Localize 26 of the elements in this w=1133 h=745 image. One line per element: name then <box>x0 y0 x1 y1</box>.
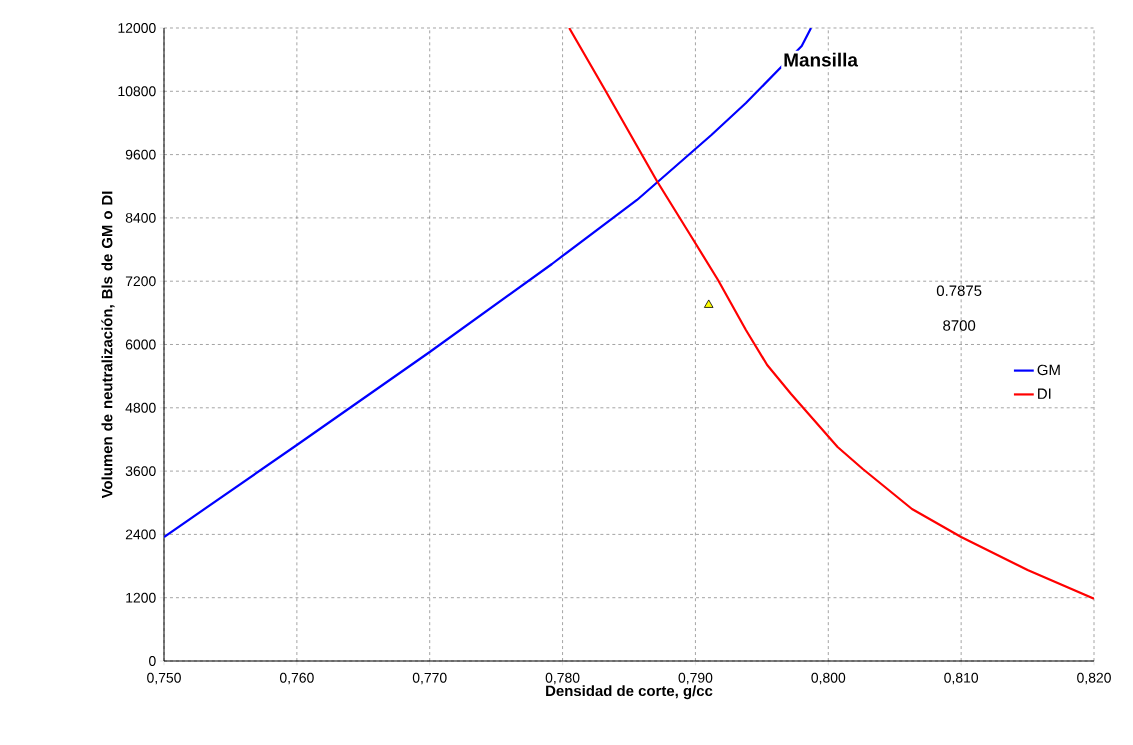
x-tick-label: 0,820 <box>1077 672 1111 685</box>
x-tick-label: 0,760 <box>279 672 314 685</box>
y-tick-label: 12000 <box>118 23 156 33</box>
y-tick-label: 9600 <box>125 149 156 160</box>
x-tick-label: 0,800 <box>811 672 846 685</box>
y-tick-label: 10800 <box>118 86 156 97</box>
x-tick-label: 0,810 <box>944 672 979 685</box>
y-tick-label: 6000 <box>125 339 156 350</box>
y-tick-label: 1200 <box>126 592 156 603</box>
x-tick-label: 0,790 <box>678 672 713 685</box>
x-axis-title: Densidad de corte, g/cc <box>546 685 713 700</box>
x-tick-label: 0,750 <box>147 672 181 685</box>
x-tick-label: 0,770 <box>412 672 447 685</box>
y-tick-label: 8400 <box>125 212 156 223</box>
y-tick-label: 7200 <box>125 276 156 287</box>
y-tick-label: 2400 <box>125 529 156 540</box>
y-axis-title: Volumen de neutralización, Bls de GM o DI <box>101 191 115 499</box>
annotation: 0.7875 <box>936 285 982 296</box>
y-tick-label: 0 <box>149 656 156 666</box>
legend-label: GM <box>1037 364 1060 376</box>
y-tick-label: 3600 <box>125 466 156 477</box>
legend-label: DI <box>1038 388 1051 399</box>
y-tick-label: 4800 <box>125 402 156 413</box>
text: Mansilla <box>784 52 859 67</box>
x-tick-label: 0,780 <box>545 672 580 685</box>
annotation: 8700 <box>943 320 976 331</box>
